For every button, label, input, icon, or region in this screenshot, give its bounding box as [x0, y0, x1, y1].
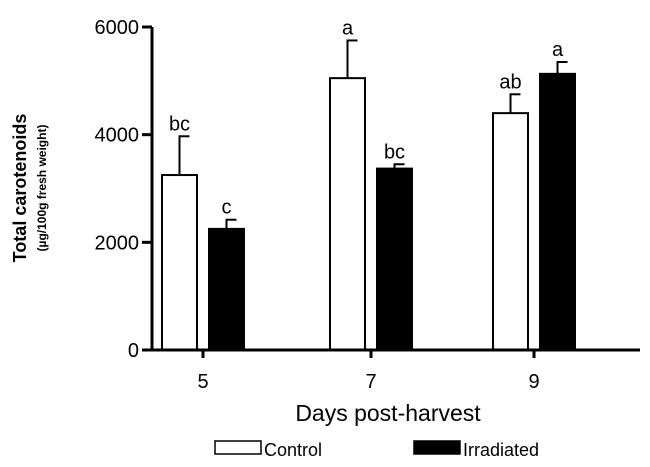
bar-control-day-9 — [492, 112, 529, 351]
y-tick-label: 0 — [128, 340, 139, 362]
y-tick-label: 4000 — [95, 125, 140, 147]
x-tick-label: 9 — [528, 371, 539, 393]
y-axis-title-group: Total carotenoids (µg/100g fresh weight) — [10, 114, 49, 263]
x-tick-label: 5 — [197, 371, 208, 393]
legend-label-control: Control — [264, 440, 322, 460]
significance-label: a — [552, 39, 564, 61]
bar-irradiated-day-9 — [539, 72, 576, 352]
y-axis-units: (µg/100g fresh weight) — [35, 125, 49, 252]
legend-swatch-control — [214, 440, 262, 455]
significance-label: bc — [169, 113, 190, 135]
y-tick-label: 6000 — [95, 17, 140, 39]
legend: Control Irradiated — [214, 440, 539, 460]
significance-label: ab — [499, 71, 521, 93]
bar-control-day-7 — [329, 77, 366, 352]
x-tick-label: 7 — [365, 371, 376, 393]
bar-irradiated-day-7 — [376, 167, 413, 351]
x-axis-title: Days post-harvest — [295, 400, 481, 426]
significance-label: a — [342, 17, 354, 39]
y-tick-label: 2000 — [95, 232, 140, 254]
y-axis-title: Total carotenoids — [10, 114, 30, 263]
plot-area: 0 2000 4000 6000 bc a ab c bc a 5 7 9 — [95, 17, 640, 393]
significance-label: bc — [384, 141, 405, 163]
legend-label-irradiated: Irradiated — [463, 440, 539, 460]
bar-irradiated-day-5 — [208, 227, 245, 351]
significance-label: c — [222, 197, 232, 219]
legend-swatch-irradiated — [413, 440, 461, 455]
bar-control-day-5 — [161, 174, 198, 351]
